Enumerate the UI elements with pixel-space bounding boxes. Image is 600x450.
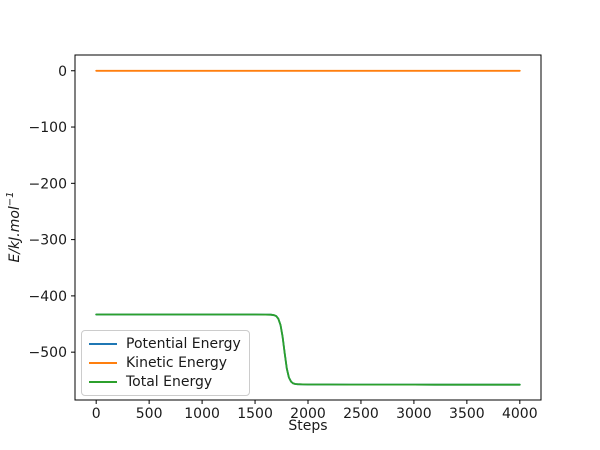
kinetic-energy-line-swatch (89, 362, 117, 364)
y-axis-title-exponent: −1 (5, 191, 17, 207)
x-tick-label: 2000 (290, 406, 326, 422)
x-tick-label: 1500 (237, 406, 273, 422)
legend-item-kinetic-energy: Kinetic Energy (89, 355, 241, 371)
legend-label-kinetic-energy: Kinetic Energy (126, 355, 228, 371)
y-axis-title: E/kJ.mol−1 (5, 191, 23, 262)
y-tick-label: −500 (29, 345, 67, 361)
x-tick-label: 3000 (396, 406, 432, 422)
total-energy-line-swatch (89, 381, 117, 383)
x-tick-label: 3500 (449, 406, 485, 422)
legend-label-potential-energy: Potential Energy (126, 336, 241, 352)
x-tick-label: 500 (136, 406, 163, 422)
series-line-total-energy (95, 313, 521, 386)
potential-energy-line-swatch (89, 343, 117, 345)
y-tick-label: −300 (29, 233, 67, 249)
y-tick-label: −100 (29, 120, 67, 136)
legend-item-potential-energy: Potential Energy (89, 336, 241, 352)
y-axis-title-base: E/kJ.mol (6, 206, 23, 263)
x-tick-label: 1000 (184, 406, 220, 422)
y-tick-label: −400 (29, 289, 67, 305)
legend-item-total-energy: Total Energy (89, 374, 241, 390)
y-tick-label: −200 (29, 176, 67, 192)
x-tick-label: 2500 (343, 406, 379, 422)
x-tick-label: 0 (92, 406, 101, 422)
y-tick-label: 0 (58, 64, 67, 80)
legend: Potential Energy Kinetic Energy Total En… (81, 330, 250, 396)
x-axis-title: Steps (288, 418, 328, 434)
x-tick-label: 4000 (502, 406, 538, 422)
legend-label-total-energy: Total Energy (126, 374, 213, 390)
